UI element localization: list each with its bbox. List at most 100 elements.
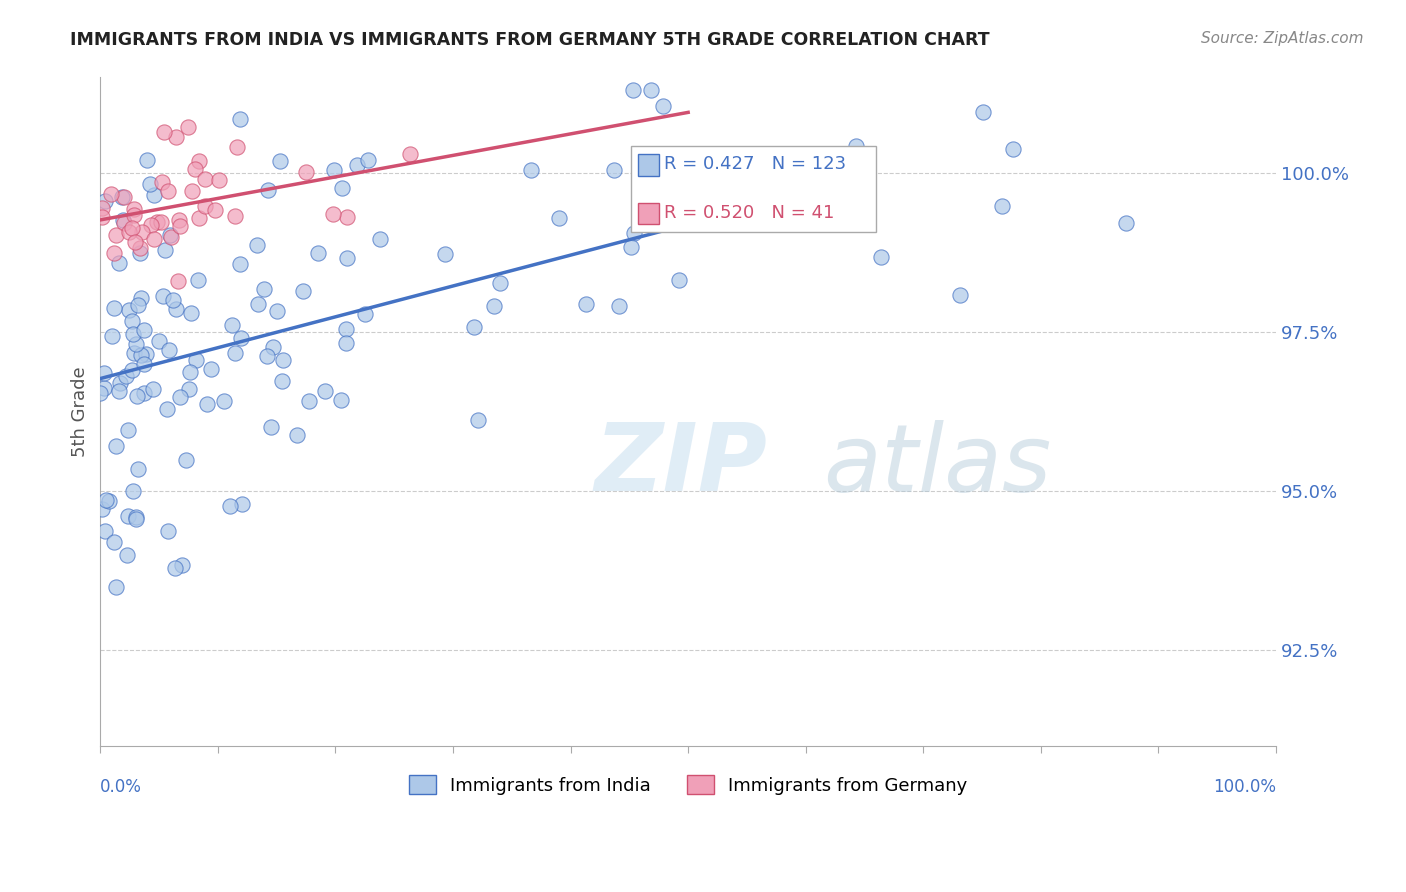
Point (399, 147, 422, 161)
Point (117, 302, 139, 317)
Point (91, 201, 114, 215)
Point (125, 512, 148, 526)
Point (160, 230, 183, 244)
Point (322, 206, 344, 220)
Point (193, 172, 215, 186)
Point (1002, 142, 1025, 156)
Point (271, 352, 294, 367)
Point (169, 219, 191, 234)
Point (163, 560, 186, 574)
Point (149, 214, 172, 228)
Point (129, 291, 152, 305)
Point (322, 162, 344, 177)
Point (547, 211, 569, 226)
Point (489, 276, 512, 290)
Point (91, 211, 114, 225)
Point (640, 83, 662, 97)
Point (132, 323, 155, 337)
Point (146, 215, 169, 229)
Legend: Immigrants from India, Immigrants from Germany: Immigrants from India, Immigrants from G… (399, 766, 977, 804)
Point (129, 241, 152, 255)
Point (122, 346, 145, 360)
Point (180, 305, 202, 319)
Point (97, 493, 120, 508)
Point (105, 228, 128, 243)
Point (298, 394, 321, 409)
Point (467, 413, 489, 427)
Point (165, 301, 187, 316)
Point (266, 304, 288, 318)
Point (142, 232, 165, 246)
Point (93, 381, 115, 395)
Text: 0.0%: 0.0% (100, 778, 142, 796)
Point (167, 212, 190, 227)
Point (256, 350, 278, 364)
Point (257, 183, 280, 197)
Point (169, 390, 191, 404)
Point (125, 337, 148, 351)
Point (520, 162, 543, 177)
Point (180, 185, 202, 199)
Point (208, 173, 231, 187)
Point (93, 366, 115, 380)
Point (991, 199, 1014, 213)
Text: Source: ZipAtlas.com: Source: ZipAtlas.com (1201, 31, 1364, 46)
Point (100, 187, 122, 202)
Point (153, 125, 176, 139)
Point (972, 104, 994, 119)
Point (111, 190, 134, 204)
Point (176, 453, 198, 467)
Point (103, 301, 125, 315)
Point (136, 153, 159, 167)
Point (285, 428, 308, 442)
Point (187, 153, 209, 168)
Point (124, 235, 146, 250)
Point (103, 535, 125, 549)
Point (143, 187, 166, 202)
Point (121, 484, 143, 499)
Point (127, 461, 149, 475)
Y-axis label: 5th Grade: 5th Grade (72, 367, 89, 457)
Point (648, 198, 671, 212)
Point (200, 361, 222, 376)
Point (150, 175, 173, 189)
Point (162, 293, 184, 308)
Text: ZIP: ZIP (595, 419, 768, 511)
Point (620, 240, 643, 254)
Point (1115, 215, 1137, 229)
Point (314, 384, 336, 398)
Point (949, 288, 972, 302)
Point (179, 365, 201, 379)
Point (121, 363, 143, 377)
Point (295, 165, 318, 179)
Point (225, 140, 247, 154)
Text: R = 0.520   N = 41: R = 0.520 N = 41 (665, 204, 835, 222)
Point (129, 246, 152, 260)
Point (221, 318, 243, 332)
Point (204, 202, 226, 217)
Point (103, 246, 125, 260)
Point (93, 524, 115, 538)
Point (336, 210, 359, 224)
Point (115, 368, 138, 383)
Point (142, 382, 165, 396)
Point (117, 423, 139, 437)
Point (357, 153, 380, 167)
Point (156, 524, 179, 539)
Point (269, 153, 291, 168)
Point (575, 296, 598, 310)
Point (111, 212, 134, 227)
Point (129, 348, 152, 362)
Point (195, 397, 218, 411)
Point (336, 251, 359, 265)
Point (94, 492, 117, 507)
Point (157, 343, 180, 358)
Point (94, 194, 117, 209)
Point (107, 256, 129, 270)
Point (122, 202, 145, 216)
Point (330, 180, 353, 194)
Point (121, 220, 143, 235)
Point (170, 558, 193, 572)
Point (330, 392, 353, 407)
Point (246, 296, 269, 310)
